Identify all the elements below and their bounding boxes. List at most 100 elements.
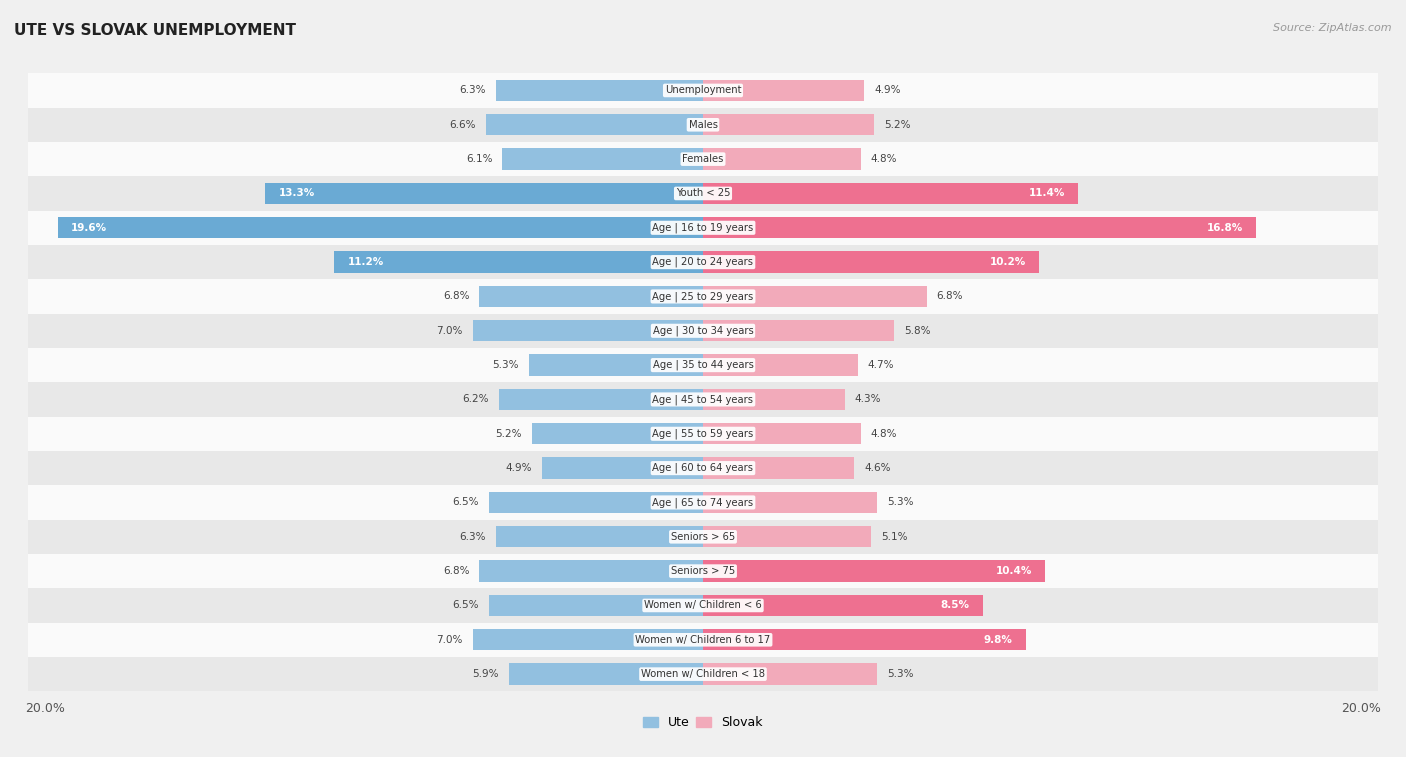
Bar [703,320,894,341]
Bar [28,485,1378,519]
Text: 5.2%: 5.2% [884,120,911,129]
Text: Age | 30 to 34 years: Age | 30 to 34 years [652,326,754,336]
Text: 7.0%: 7.0% [436,635,463,645]
Bar [28,348,1378,382]
Bar [28,313,1378,348]
Bar [509,663,703,685]
Bar [28,142,1378,176]
Bar [495,79,703,101]
Text: Youth < 25: Youth < 25 [676,188,730,198]
Bar [28,107,1378,142]
Text: Age | 35 to 44 years: Age | 35 to 44 years [652,360,754,370]
Bar [266,182,703,204]
Text: 4.9%: 4.9% [505,463,531,473]
Bar [28,451,1378,485]
Text: 6.3%: 6.3% [460,531,485,542]
Text: 5.9%: 5.9% [472,669,499,679]
Bar [703,389,845,410]
Text: 10.2%: 10.2% [990,257,1025,267]
Bar [28,382,1378,416]
Text: 5.3%: 5.3% [887,669,914,679]
Bar [28,622,1378,657]
Bar [499,389,703,410]
Text: 16.8%: 16.8% [1206,223,1243,233]
Bar [703,595,983,616]
Text: Source: ZipAtlas.com: Source: ZipAtlas.com [1274,23,1392,33]
Text: 6.5%: 6.5% [453,600,479,610]
Text: 6.1%: 6.1% [465,154,492,164]
Bar [489,492,703,513]
Bar [703,114,875,136]
Text: Age | 45 to 54 years: Age | 45 to 54 years [652,394,754,405]
Bar [28,554,1378,588]
Text: 6.8%: 6.8% [443,291,470,301]
Text: 7.0%: 7.0% [436,326,463,336]
Text: Unemployment: Unemployment [665,86,741,95]
Text: 13.3%: 13.3% [278,188,315,198]
Bar [28,73,1378,107]
Text: Age | 25 to 29 years: Age | 25 to 29 years [652,291,754,302]
Bar [472,320,703,341]
Text: 4.3%: 4.3% [855,394,882,404]
Bar [28,588,1378,622]
Bar [485,114,703,136]
Text: 19.6%: 19.6% [70,223,107,233]
Text: 5.2%: 5.2% [495,428,522,439]
Text: Age | 60 to 64 years: Age | 60 to 64 years [652,463,754,473]
Bar [529,354,703,375]
Bar [703,457,855,478]
Text: Females: Females [682,154,724,164]
Bar [703,423,860,444]
Bar [703,629,1025,650]
Bar [28,416,1378,451]
Bar [703,526,870,547]
Text: Seniors > 65: Seniors > 65 [671,531,735,542]
Text: 9.8%: 9.8% [984,635,1012,645]
Text: Age | 65 to 74 years: Age | 65 to 74 years [652,497,754,508]
Bar [703,182,1078,204]
Text: Age | 55 to 59 years: Age | 55 to 59 years [652,428,754,439]
Bar [703,663,877,685]
Text: Seniors > 75: Seniors > 75 [671,566,735,576]
Bar [703,560,1046,582]
Bar [489,595,703,616]
Text: Women w/ Children < 18: Women w/ Children < 18 [641,669,765,679]
Text: 4.8%: 4.8% [870,428,897,439]
Text: 6.8%: 6.8% [443,566,470,576]
Bar [28,657,1378,691]
Text: 8.5%: 8.5% [941,600,970,610]
Bar [703,217,1256,238]
Text: Age | 20 to 24 years: Age | 20 to 24 years [652,257,754,267]
Bar [541,457,703,478]
Bar [531,423,703,444]
Text: Women w/ Children 6 to 17: Women w/ Children 6 to 17 [636,635,770,645]
Text: 5.3%: 5.3% [887,497,914,507]
Bar [502,148,703,170]
Bar [703,492,877,513]
Bar [703,286,927,307]
Text: 10.4%: 10.4% [995,566,1032,576]
Bar [58,217,703,238]
Text: 4.9%: 4.9% [875,86,901,95]
Text: 6.2%: 6.2% [463,394,489,404]
Text: 11.4%: 11.4% [1029,188,1066,198]
Text: 11.2%: 11.2% [347,257,384,267]
Bar [28,279,1378,313]
Bar [703,251,1039,273]
Text: 6.8%: 6.8% [936,291,963,301]
Text: 6.5%: 6.5% [453,497,479,507]
Text: 5.8%: 5.8% [904,326,931,336]
Bar [495,526,703,547]
Bar [703,79,865,101]
Legend: Ute, Slovak: Ute, Slovak [638,711,768,734]
Bar [335,251,703,273]
Text: Males: Males [689,120,717,129]
Bar [28,519,1378,554]
Text: 6.6%: 6.6% [450,120,475,129]
Text: Age | 16 to 19 years: Age | 16 to 19 years [652,223,754,233]
Text: Women w/ Children < 6: Women w/ Children < 6 [644,600,762,610]
Bar [479,286,703,307]
Bar [28,210,1378,245]
Bar [472,629,703,650]
Bar [479,560,703,582]
